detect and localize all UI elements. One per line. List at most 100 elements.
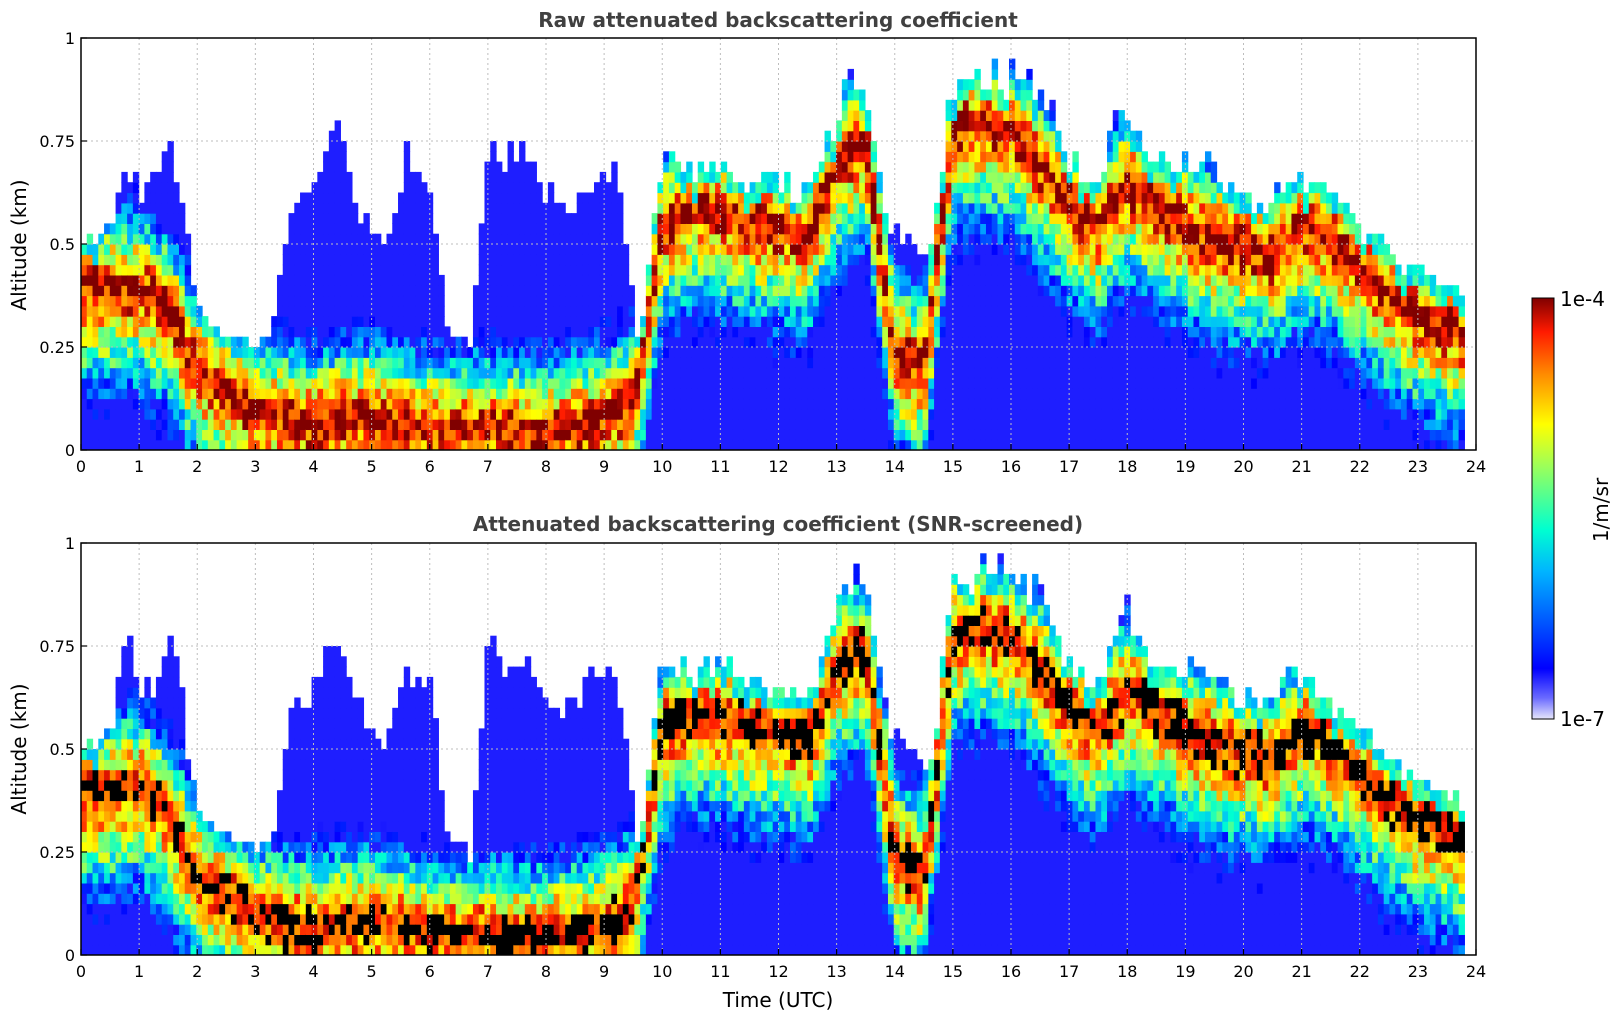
heatmap-cell bbox=[749, 439, 756, 450]
heatmap-cell bbox=[997, 347, 1004, 358]
heatmap-cell bbox=[311, 254, 318, 266]
heatmap-cell bbox=[1107, 161, 1114, 173]
heatmap-cell bbox=[985, 439, 993, 450]
heatmap-cell bbox=[991, 388, 999, 400]
heatmap-cell bbox=[340, 398, 347, 410]
heatmap-cell bbox=[565, 408, 572, 420]
heatmap-cell bbox=[490, 264, 497, 276]
heatmap-cell bbox=[184, 357, 192, 369]
heatmap-cell bbox=[1020, 367, 1027, 379]
heatmap-cell bbox=[282, 367, 290, 379]
heatmap-cell bbox=[1170, 223, 1177, 235]
heatmap-cell bbox=[1089, 233, 1097, 245]
heatmap-cell bbox=[1089, 254, 1097, 266]
heatmap-cell bbox=[1199, 357, 1206, 369]
heatmap-cell bbox=[899, 429, 906, 441]
heatmap-cell bbox=[893, 233, 901, 245]
heatmap-cell bbox=[859, 182, 866, 194]
heatmap-cell bbox=[732, 377, 739, 389]
heatmap-cell bbox=[426, 305, 434, 317]
heatmap-cell bbox=[1060, 213, 1068, 224]
heatmap-cell bbox=[853, 202, 860, 214]
heatmap-cell bbox=[1014, 99, 1022, 111]
heatmap-cell bbox=[715, 202, 722, 214]
heatmap-cell bbox=[622, 285, 630, 297]
heatmap-cell bbox=[501, 233, 509, 245]
heatmap-cell bbox=[962, 120, 970, 132]
heatmap-cell bbox=[421, 388, 428, 400]
heatmap-cell bbox=[1210, 202, 1218, 214]
heatmap-cell bbox=[1089, 264, 1097, 276]
heatmap-cell bbox=[980, 120, 987, 132]
heatmap-cell bbox=[962, 367, 970, 379]
heatmap-cell bbox=[472, 429, 480, 441]
heatmap-cell bbox=[536, 274, 543, 286]
heatmap-cell bbox=[92, 357, 99, 369]
heatmap-cell bbox=[565, 244, 572, 255]
heatmap-cell bbox=[225, 377, 232, 389]
heatmap-cell bbox=[121, 254, 128, 266]
heatmap-cell bbox=[772, 439, 780, 450]
heatmap-cell bbox=[1089, 182, 1097, 194]
heatmap-cell bbox=[951, 161, 958, 173]
heatmap-cell bbox=[132, 182, 140, 194]
heatmap-cell bbox=[138, 377, 145, 389]
heatmap-cell bbox=[161, 336, 169, 348]
heatmap-cell bbox=[334, 233, 341, 245]
heatmap-cell bbox=[772, 192, 780, 204]
heatmap-cell bbox=[1141, 357, 1148, 369]
heatmap-cell bbox=[426, 347, 434, 358]
heatmap-cell bbox=[490, 141, 497, 152]
heatmap-cell bbox=[276, 295, 284, 307]
heatmap-cell bbox=[1037, 419, 1045, 430]
heatmap-cell bbox=[795, 408, 803, 420]
heatmap-cell bbox=[559, 336, 566, 348]
heatmap-cell bbox=[1072, 223, 1079, 235]
heatmap-cell bbox=[830, 347, 837, 358]
heatmap-cell bbox=[421, 336, 428, 348]
heatmap-cell bbox=[282, 285, 290, 297]
heatmap-cell bbox=[92, 305, 99, 317]
heatmap-cell bbox=[1112, 264, 1120, 276]
heatmap-cell bbox=[824, 305, 831, 317]
heatmap-cell bbox=[605, 326, 612, 338]
heatmap-cell bbox=[219, 398, 226, 410]
heatmap-cell bbox=[150, 192, 157, 204]
heatmap-cell bbox=[824, 161, 831, 173]
heatmap-cell bbox=[830, 274, 837, 286]
heatmap-cell bbox=[323, 295, 330, 307]
heatmap-cell bbox=[421, 223, 428, 235]
heatmap-cell bbox=[524, 439, 532, 450]
heatmap-cell bbox=[547, 367, 555, 379]
heatmap-cell bbox=[853, 347, 860, 358]
heatmap-cell bbox=[893, 408, 901, 420]
heatmap-cell bbox=[605, 223, 612, 235]
heatmap-cell bbox=[864, 316, 872, 327]
heatmap-cell bbox=[870, 295, 878, 307]
heatmap-cell bbox=[951, 141, 958, 152]
heatmap-cell bbox=[1066, 347, 1074, 358]
heatmap-cell bbox=[490, 419, 497, 430]
heatmap-cell bbox=[634, 419, 641, 430]
heatmap-cell bbox=[167, 398, 174, 410]
heatmap-cell bbox=[743, 347, 751, 358]
heatmap-cell bbox=[1158, 347, 1166, 358]
heatmap-cell bbox=[173, 429, 180, 441]
heatmap-cell bbox=[1187, 295, 1195, 307]
heatmap-cell bbox=[496, 377, 503, 389]
heatmap-cell bbox=[1112, 202, 1120, 214]
heatmap-cell bbox=[680, 192, 687, 204]
heatmap-cell bbox=[870, 305, 878, 317]
heatmap-cell bbox=[1107, 254, 1114, 266]
heatmap-cell bbox=[732, 326, 739, 338]
heatmap-cell bbox=[311, 336, 318, 348]
heatmap-cell bbox=[617, 377, 624, 389]
heatmap-cell bbox=[807, 408, 814, 420]
heatmap-cell bbox=[1164, 388, 1171, 400]
heatmap-cell bbox=[1118, 419, 1125, 430]
heatmap-cell bbox=[697, 274, 705, 286]
heatmap-cell bbox=[184, 419, 192, 430]
heatmap-cell bbox=[766, 213, 774, 224]
heatmap-cell bbox=[951, 171, 958, 183]
heatmap-cell bbox=[1020, 89, 1027, 101]
